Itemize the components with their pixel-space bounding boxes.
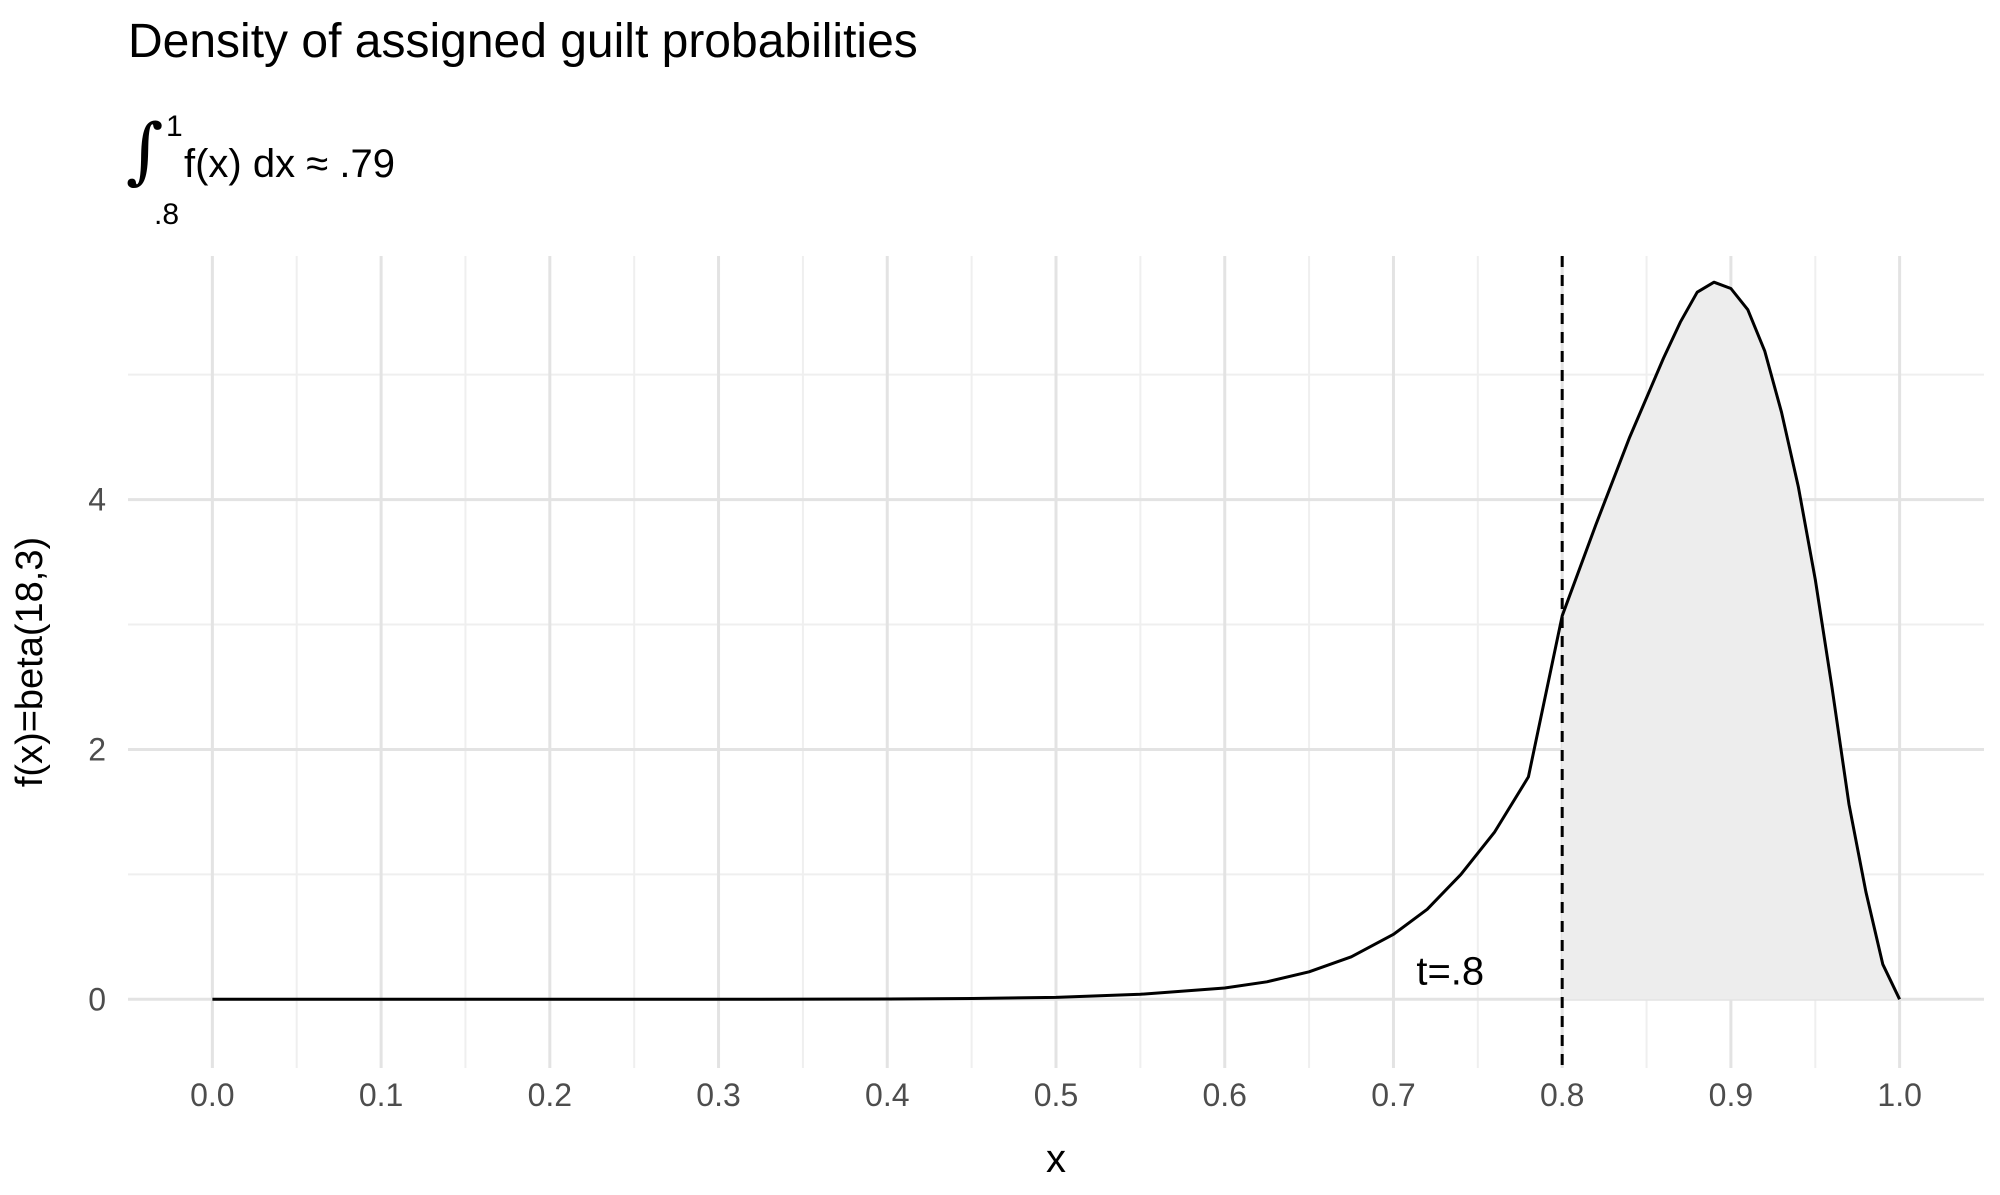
y-axis-label: f(x)=beta(18,3) [9, 537, 51, 787]
x-tick-label: 0.4 [865, 1077, 909, 1113]
approx-symbol: ≈ [306, 142, 329, 186]
x-tick-label: 0.9 [1709, 1077, 1753, 1113]
x-tick-label: 0.1 [359, 1077, 403, 1113]
integral-upper-bound: 1 [166, 110, 183, 143]
chart-subtitle: ∫ 1 .8 f(x) dx ≈ .79 [126, 108, 526, 231]
x-tick-label: 0.6 [1202, 1077, 1246, 1113]
y-tick-label: 4 [88, 482, 106, 518]
x-tick-label: 1.0 [1877, 1077, 1921, 1113]
integral-sign-icon: ∫ [126, 108, 164, 192]
integral-lower-bound: .8 [154, 198, 180, 231]
y-tick-label: 2 [88, 731, 106, 767]
integrand: f(x) dx [184, 142, 296, 186]
y-tick-label: 0 [88, 981, 106, 1017]
y-axis-ticks: 0 2 4 [88, 482, 106, 1018]
integral-expression: f(x) dx ≈ .79 [184, 142, 395, 187]
x-tick-label: 0.3 [696, 1077, 740, 1113]
x-tick-label: 0.5 [1034, 1077, 1078, 1113]
x-tick-label: 0.0 [190, 1077, 234, 1113]
x-tick-label: 0.7 [1371, 1077, 1415, 1113]
density-curve [212, 280, 1901, 1001]
x-tick-label: 0.2 [528, 1077, 572, 1113]
x-tick-label: 0.8 [1540, 1077, 1584, 1113]
threshold-label: t=.8 [1416, 949, 1484, 993]
shaded-area [1562, 282, 1900, 1000]
x-axis-label: x [1046, 1137, 1066, 1181]
chart-title: Density of assigned guilt probabilities [128, 15, 918, 68]
x-axis-ticks: 0.0 0.1 0.2 0.3 0.4 0.5 0.6 0.7 0.8 0.9 1.0 [190, 1077, 1922, 1113]
integral-value: .79 [339, 142, 395, 186]
